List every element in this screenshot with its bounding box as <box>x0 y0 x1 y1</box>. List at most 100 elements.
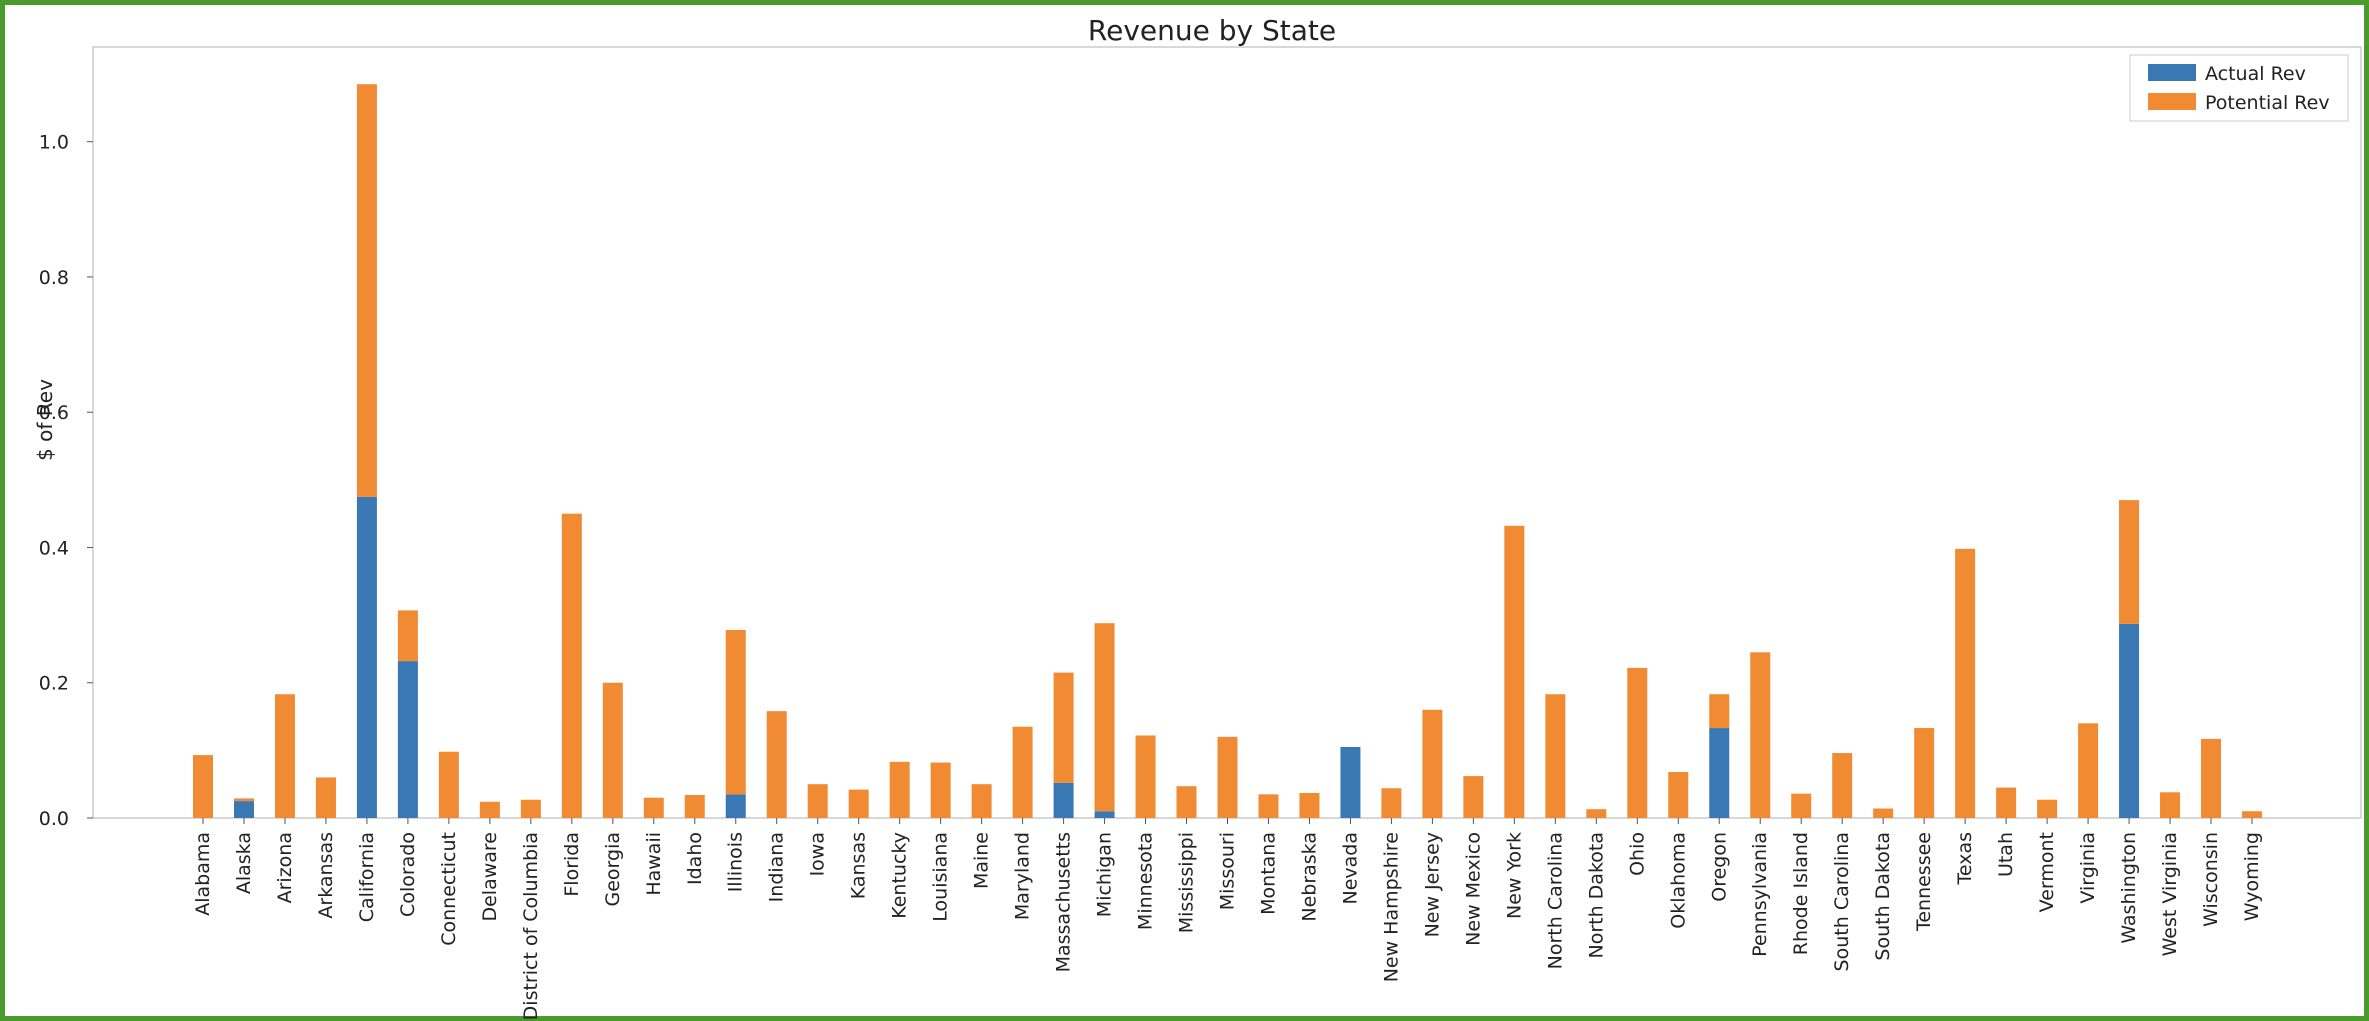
bar-potential-rev <box>1914 728 1935 818</box>
bar-potential-rev <box>2078 723 2099 818</box>
x-tick-label: Alabama <box>192 832 214 916</box>
x-tick-label: Missouri <box>1217 832 1239 910</box>
x-tick-label: Washington <box>2118 832 2140 944</box>
x-tick-label: Illinois <box>725 832 747 892</box>
x-tick-label: Georgia <box>602 832 624 907</box>
bar-actual-rev <box>2119 623 2140 818</box>
x-tick-label: Nevada <box>1339 832 1361 905</box>
x-tick-label: South Dakota <box>1872 832 1894 961</box>
bar-actual-rev <box>1709 728 1730 818</box>
bar-potential-rev <box>1258 794 1279 818</box>
bar-actual-rev <box>1053 782 1074 818</box>
x-tick-label: Arizona <box>274 832 296 903</box>
bar-potential-rev <box>807 784 828 818</box>
bar-potential-rev <box>233 798 254 802</box>
bar-potential-rev <box>193 755 213 818</box>
x-tick-label: Louisiana <box>930 832 952 922</box>
bar-potential-rev <box>2201 738 2222 818</box>
bar-potential-rev <box>479 801 500 818</box>
bar-potential-rev <box>2119 500 2140 624</box>
bar-potential-rev <box>561 513 582 818</box>
legend-label-actual: Actual Rev <box>2205 63 2306 85</box>
bar-potential-rev <box>1463 776 1484 818</box>
bar-potential-rev <box>1135 735 1156 818</box>
x-tick-label: Delaware <box>479 832 501 922</box>
x-tick-label: Rhode Island <box>1790 832 1812 955</box>
bar-potential-rev <box>315 777 336 818</box>
x-tick-label: Montana <box>1257 832 1279 915</box>
bar-potential-rev <box>1504 525 1525 818</box>
x-tick-label: Texas <box>1954 832 1976 886</box>
x-tick-label: Utah <box>1995 832 2017 877</box>
bar-potential-rev <box>1217 736 1238 818</box>
bar-potential-rev <box>643 797 664 818</box>
bar-potential-rev <box>438 751 459 818</box>
x-tick-label: Indiana <box>766 832 788 902</box>
bar-potential-rev <box>725 629 746 795</box>
x-tick-label: Ohio <box>1626 832 1648 876</box>
bar-potential-rev <box>356 84 377 497</box>
x-tick-label: Kentucky <box>889 832 911 919</box>
x-tick-label: South Carolina <box>1831 832 1853 971</box>
x-tick-label: Iowa <box>807 832 829 876</box>
bar-potential-rev <box>766 711 787 818</box>
bar-actual-rev <box>1094 811 1115 818</box>
bar-potential-rev <box>930 762 951 818</box>
x-tick-label: New Hampshire <box>1380 832 1402 982</box>
x-tick-label: Hawaii <box>643 832 665 896</box>
x-tick-label: West Virginia <box>2159 832 2181 956</box>
y-axis-label: $ of Rev <box>33 379 57 461</box>
x-tick-label: Arkansas <box>315 832 337 919</box>
bar-potential-rev <box>1586 809 1607 818</box>
y-tick-label: 0.4 <box>39 537 69 559</box>
x-tick-label: Alaska <box>233 832 255 894</box>
legend-swatch-potential <box>2148 93 2196 110</box>
bar-potential-rev <box>684 795 705 818</box>
x-tick-label: Minnesota <box>1135 832 1157 930</box>
x-tick-label: Massachusetts <box>1053 832 1075 972</box>
y-tick-label: 0.2 <box>39 673 69 695</box>
bar-potential-rev <box>2242 811 2262 818</box>
bar-potential-rev <box>1299 792 1320 818</box>
bar-actual-rev <box>1340 746 1361 818</box>
y-tick-label: 0.8 <box>39 267 69 289</box>
x-tick-label: New Jersey <box>1421 832 1443 937</box>
x-tick-label: Michigan <box>1094 832 1116 917</box>
bar-potential-rev <box>1627 667 1648 818</box>
x-tick-label: Idaho <box>684 832 706 885</box>
bar-potential-rev <box>971 784 992 818</box>
bar-potential-rev <box>602 682 623 818</box>
bar-potential-rev <box>1873 808 1894 818</box>
bar-potential-rev <box>1545 694 1566 818</box>
x-tick-label: North Carolina <box>1544 832 1566 969</box>
y-tick-label: 0.0 <box>39 808 69 830</box>
x-tick-label: Mississippi <box>1176 832 1198 933</box>
bar-potential-rev <box>848 789 869 818</box>
x-tick-label: New York <box>1503 832 1525 919</box>
bar-potential-rev <box>1053 672 1074 783</box>
bar-potential-rev <box>1668 772 1689 818</box>
bar-potential-rev <box>520 799 541 818</box>
bar-potential-rev <box>889 761 910 818</box>
bar-actual-rev <box>233 801 254 818</box>
x-tick-label: Florida <box>561 832 583 897</box>
x-tick-label: Vermont <box>2036 832 2058 912</box>
bar-potential-rev <box>1791 793 1812 818</box>
bar-actual-rev <box>397 661 418 818</box>
x-tick-label: Virginia <box>2077 832 2099 904</box>
x-tick-label: Wisconsin <box>2200 832 2222 927</box>
bar-potential-rev <box>1750 652 1771 818</box>
x-tick-label: District of Columbia <box>520 832 542 1020</box>
x-tick-label: Tennessee <box>1913 832 1935 932</box>
y-tick-label: 1.0 <box>39 132 69 154</box>
legend-swatch-actual <box>2148 64 2196 81</box>
x-tick-label: California <box>356 832 378 922</box>
x-tick-label: Colorado <box>397 832 419 917</box>
bar-potential-rev <box>1176 786 1197 818</box>
plot-area <box>92 46 2362 819</box>
y-axis: 0.0 0.2 0.4 0.6 0.8 1.0 <box>39 132 93 830</box>
chart-title: Revenue by State <box>1088 14 1336 47</box>
x-tick-label: New Mexico <box>1462 832 1484 946</box>
bar-potential-rev <box>1012 726 1033 818</box>
